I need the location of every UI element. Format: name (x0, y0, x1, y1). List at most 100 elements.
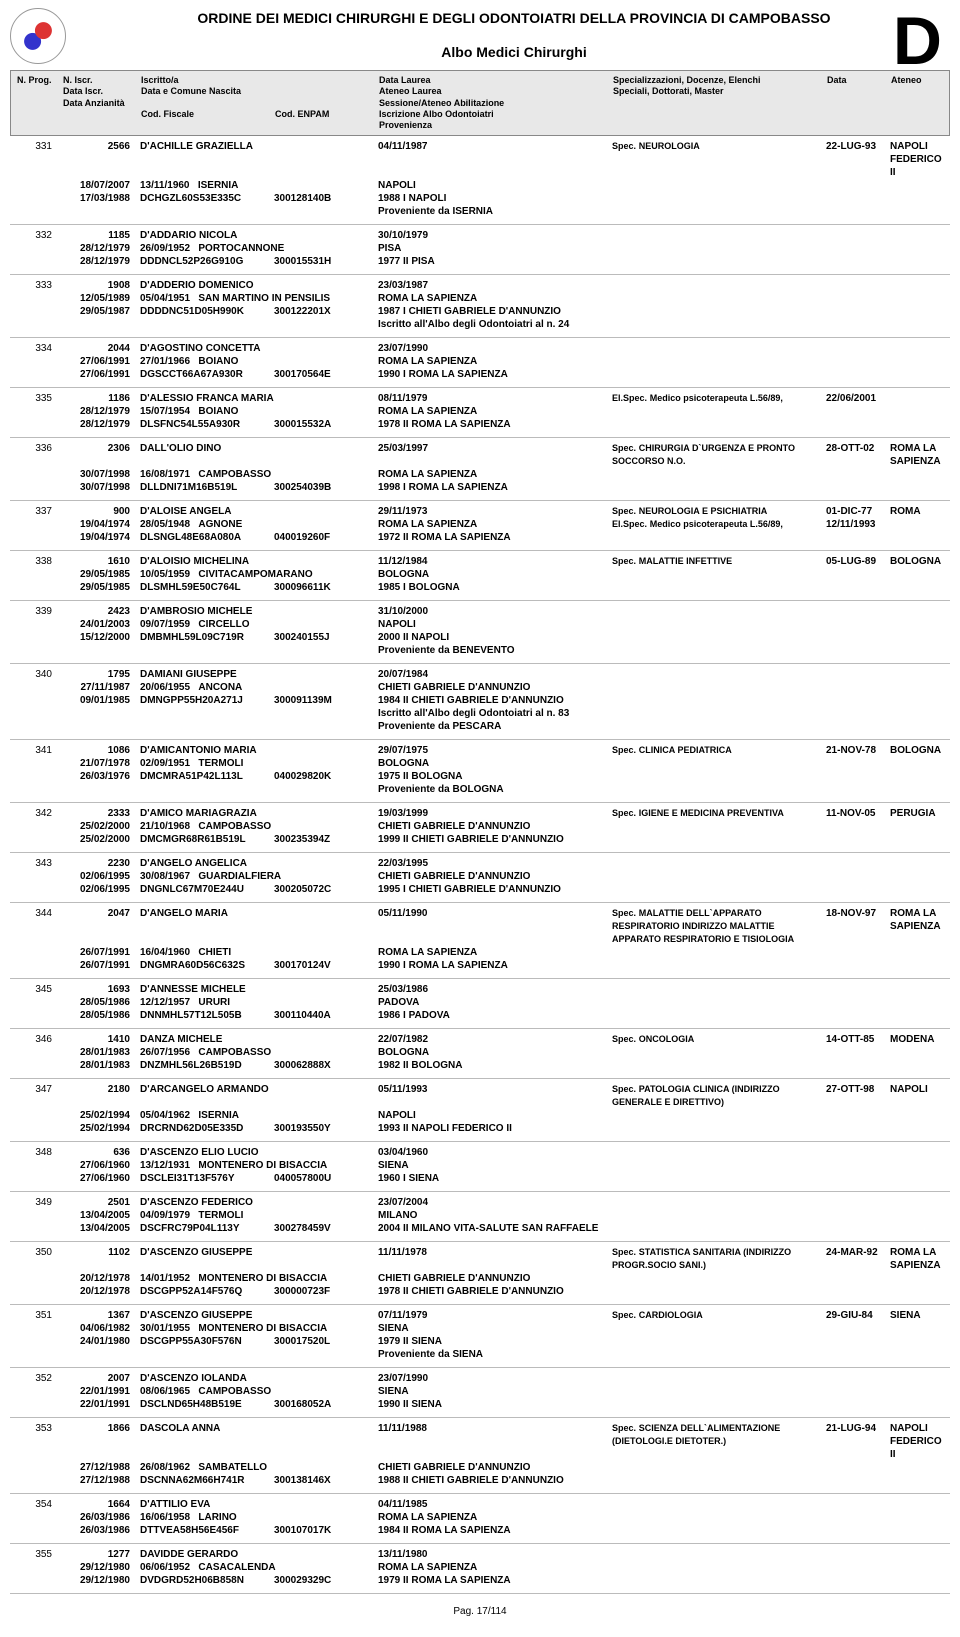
spec-ateneo: SIENA (890, 1309, 944, 1322)
sessione-abil: 1986 I PADOVA (378, 1009, 608, 1022)
cod-fiscale: DRCRND62D05E335D (140, 1122, 270, 1135)
data-anz: 30/07/1998 (62, 481, 136, 494)
cod-fiscale: DSCLEI31T13F576Y (140, 1172, 270, 1185)
data-laurea: 23/07/1990 (378, 342, 608, 355)
column-header: N. Prog. N. Iscr. Data Iscr. Data Anzian… (10, 70, 950, 136)
n-prog: 344 (16, 907, 58, 920)
data-iscr: 12/05/1989 (62, 292, 136, 305)
spec-cell: Spec. SCIENZA DELL`ALIMENTAZIONE (DIETOL… (612, 1422, 822, 1448)
spec-date: 05-LUG-89 (826, 555, 886, 568)
birth: 13/11/1960 ISERNIA (140, 179, 374, 192)
cod-enpam: 300017520L (274, 1335, 374, 1348)
data-laurea: 05/11/1993 (378, 1083, 608, 1096)
table-row: 337900D'ALOISE ANGELA29/11/1973Spec. NEU… (10, 501, 950, 551)
nome: DASCOLA ANNA (140, 1422, 374, 1435)
data-iscr: 27/06/1960 (62, 1159, 136, 1172)
main-title: ORDINE DEI MEDICI CHIRURGHI E DEGLI ODON… (78, 10, 950, 26)
ateneo-laurea: ROMA LA SAPIENZA (378, 518, 608, 531)
data-anz: 19/04/1974 (62, 531, 136, 544)
data-laurea: 25/03/1986 (378, 983, 608, 996)
table-row: 3492501D'ASCENZO FEDERICO23/07/200413/04… (10, 1192, 950, 1242)
birth: 05/04/1962 ISERNIA (140, 1109, 374, 1122)
table-row: 3331908D'ADDERIO DOMENICO23/03/198712/05… (10, 275, 950, 338)
n-prog: 339 (16, 605, 58, 618)
data-laurea: 29/11/1973 (378, 505, 608, 518)
spec-cell: Spec. CARDIOLOGIA (612, 1309, 822, 1322)
data-anz: 15/12/2000 (62, 631, 136, 644)
data-iscr: 21/07/1978 (62, 757, 136, 770)
n-prog: 335 (16, 392, 58, 405)
sub-title: Albo Medici Chirurghi (78, 44, 950, 60)
nome: D'ADDARIO NICOLA (140, 229, 374, 242)
data-anz: 26/07/1991 (62, 959, 136, 972)
data-laurea: 11/11/1988 (378, 1422, 608, 1435)
cod-fiscale: DMNGPP55H20A271J (140, 694, 270, 707)
ateneo-laurea: SIENA (378, 1385, 608, 1398)
col-spec: Specializzazioni, Docenze, Elenchi Speci… (613, 75, 823, 131)
data-laurea: 03/04/1960 (378, 1146, 608, 1159)
birth: 21/10/1968 CAMPOBASSO (140, 820, 374, 833)
spec-cell: Spec. CHIRURGIA D`URGENZA E PRONTO SOCCO… (612, 442, 822, 468)
spec-ateneo: NAPOLI FEDERICO II (890, 1422, 944, 1461)
cod-enpam: 300278459V (274, 1222, 374, 1235)
cod-enpam: 300000723F (274, 1285, 374, 1298)
cod-fiscale: DMCMGR68R61B519L (140, 833, 270, 846)
spec-date: 29-GIU-84 (826, 1309, 886, 1322)
data-anz: 28/12/1979 (62, 418, 136, 431)
spec-ateneo: ROMA LA SAPIENZA (890, 907, 944, 933)
sessione-abil: 1988 I NAPOLI (378, 192, 608, 205)
birth: 20/06/1955 ANCONA (140, 681, 374, 694)
n-iscr: 1410 (62, 1033, 136, 1046)
data-anz: 27/06/1991 (62, 368, 136, 381)
data-anz: 29/05/1987 (62, 305, 136, 318)
cod-fiscale: DDDDNC51D05H990K (140, 305, 270, 318)
nome: DAVIDDE GERARDO (140, 1548, 374, 1561)
cod-enpam: 300015532A (274, 418, 374, 431)
n-prog: 347 (16, 1083, 58, 1096)
data-laurea: 19/03/1999 (378, 807, 608, 820)
data-anz: 28/05/1986 (62, 1009, 136, 1022)
n-iscr: 2423 (62, 605, 136, 618)
nome: D'ASCENZO ELIO LUCIO (140, 1146, 374, 1159)
logo-icon (10, 8, 66, 64)
spec-ateneo: PERUGIA (890, 807, 944, 820)
n-iscr: 2333 (62, 807, 136, 820)
data-anz: 24/01/1980 (62, 1335, 136, 1348)
sessione-abil: 1999 II CHIETI GABRIELE D'ANNUNZIO (378, 833, 608, 846)
col-data: Data (827, 75, 887, 131)
col-nprog: N. Prog. (17, 75, 59, 131)
spec-date: 12/11/1993 (826, 518, 886, 531)
data-iscr: 25/02/2000 (62, 820, 136, 833)
n-iscr: 2044 (62, 342, 136, 355)
cod-fiscale: DSCGPP52A14F576Q (140, 1285, 270, 1298)
table-row: 3432230D'ANGELO ANGELICA22/03/199502/06/… (10, 853, 950, 903)
spec-ateneo: ROMA LA SAPIENZA (890, 442, 944, 468)
cod-fiscale: DMCMRA51P42L113L (140, 770, 270, 783)
data-iscr: 28/01/1983 (62, 1046, 136, 1059)
col-iscr: N. Iscr. Data Iscr. Data Anzianità (63, 75, 137, 131)
cod-fiscale: DNGNLC67M70E244U (140, 883, 270, 896)
ateneo-laurea: NAPOLI (378, 618, 608, 631)
birth: 26/09/1952 PORTOCANNONE (140, 242, 374, 255)
header: ORDINE DEI MEDICI CHIRURGHI E DEGLI ODON… (10, 8, 950, 64)
table-row: 3381610D'ALOISIO MICHELINA11/12/1984Spec… (10, 551, 950, 601)
nome: D'AGOSTINO CONCETTA (140, 342, 374, 355)
rows-container: 3312566D'ACHILLE GRAZIELLA04/11/1987Spec… (10, 136, 950, 1594)
cod-enpam: 300122201X (274, 305, 374, 318)
birth: 04/09/1979 TERMOLI (140, 1209, 374, 1222)
cod-enpam: 300168052A (274, 1398, 374, 1411)
data-anz: 02/06/1995 (62, 883, 136, 896)
data-anz: 22/01/1991 (62, 1398, 136, 1411)
nome: D'ASCENZO GIUSEPPE (140, 1309, 374, 1322)
spec-date: 21-NOV-78 (826, 744, 886, 757)
spec-cell: Spec. MALATTIE DELL`APPARATO RESPIRATORI… (612, 907, 822, 946)
data-laurea: 11/11/1978 (378, 1246, 608, 1259)
table-row: 3401795DAMIANI GIUSEPPE20/07/198427/11/1… (10, 664, 950, 740)
ateneo-laurea: ROMA LA SAPIENZA (378, 1511, 608, 1524)
cod-enpam: 300235394Z (274, 833, 374, 846)
extra-line: Proveniente da BENEVENTO (378, 644, 608, 657)
data-iscr: 18/07/2007 (62, 179, 136, 192)
spec-cell: Spec. PATOLOGIA CLINICA (INDIRIZZO GENER… (612, 1083, 822, 1109)
nome: D'ANNESSE MICHELE (140, 983, 374, 996)
birth: 16/06/1958 LARINO (140, 1511, 374, 1524)
